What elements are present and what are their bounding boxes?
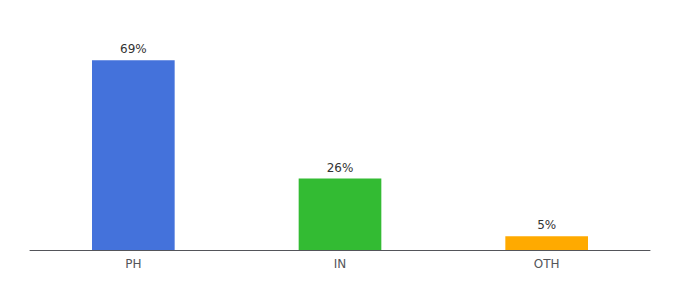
svg-text:26%: 26%	[327, 161, 354, 175]
svg-text:IN: IN	[334, 257, 347, 271]
svg-text:5%: 5%	[537, 218, 556, 232]
svg-text:69%: 69%	[120, 42, 147, 56]
svg-text:OTH: OTH	[534, 257, 560, 271]
svg-text:PH: PH	[125, 257, 141, 271]
